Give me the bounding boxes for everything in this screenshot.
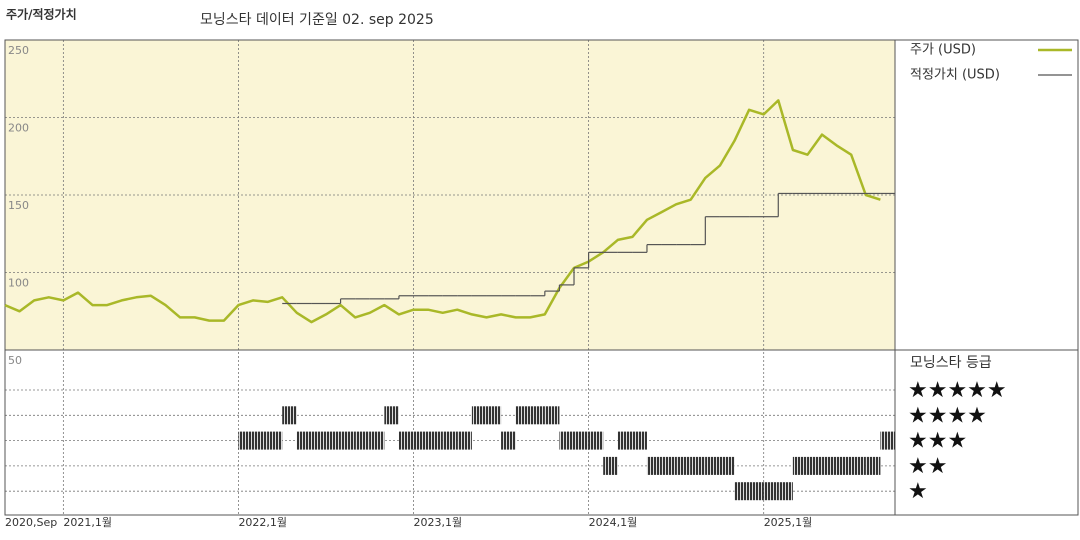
rating-bar	[632, 431, 647, 450]
rating-bar	[442, 431, 458, 450]
rating-bar	[851, 456, 866, 475]
rating-bar	[311, 431, 326, 450]
x-tick-label: 2024,1월	[589, 516, 638, 529]
rating-bar	[880, 431, 895, 450]
rating-bar	[778, 482, 793, 501]
rating-bar	[807, 456, 823, 475]
header: 주가/적정가치	[6, 7, 77, 22]
rating-bar	[413, 431, 429, 450]
x-tick-label: 2022,1월	[238, 516, 287, 529]
chart-title: 모닝스타 데이터 기준일 02. sep 2025	[200, 12, 434, 28]
rating-bar	[325, 431, 341, 450]
rating-bar	[617, 431, 633, 450]
rating-bar	[398, 431, 414, 450]
rating-bar	[428, 431, 443, 450]
rating-bar	[486, 406, 502, 425]
rating-bar	[559, 431, 575, 450]
rating-bar	[544, 406, 560, 425]
rating-label: ★	[908, 479, 928, 504]
rating-bar	[340, 431, 356, 450]
rating-bar	[457, 431, 472, 450]
rating-bar	[676, 456, 691, 475]
legend-label: 주가 (USD)	[910, 43, 976, 58]
rating-label: ★★	[908, 454, 947, 479]
rating-bar	[734, 482, 750, 501]
rating-bar	[836, 456, 852, 475]
price-line	[4, 99, 881, 324]
rating-bar	[646, 456, 662, 475]
frame	[4, 39, 1079, 516]
rating-bar	[822, 456, 837, 475]
rating-bar	[471, 406, 487, 425]
legend-label: 적정가치 (USD)	[910, 68, 1000, 83]
y-tick-label: 100	[8, 277, 29, 290]
rating-bar	[355, 431, 370, 450]
rating-bar	[690, 456, 706, 475]
rating-bar	[369, 431, 385, 450]
y-tick-label: 200	[8, 122, 29, 135]
rating-bar	[719, 456, 735, 475]
x-tick-label: 2025,1월	[764, 516, 813, 529]
rating-bar	[574, 431, 589, 450]
rating-bar	[661, 456, 677, 475]
rating-bar	[501, 431, 516, 450]
y-tick-label: 250	[8, 44, 29, 57]
rating-bar	[384, 406, 399, 425]
y-tick-label: 150	[8, 199, 29, 212]
rating-bar	[588, 431, 604, 450]
rating-label: ★★★★	[908, 403, 987, 428]
rating-bar	[282, 406, 297, 425]
rating-bar	[238, 431, 254, 450]
rating-bar	[267, 431, 283, 450]
rating-label: ★★★★★	[908, 378, 1007, 403]
x-tick-label: 2023,1월	[414, 516, 463, 529]
rating-title: 모닝스타 등급	[910, 355, 992, 371]
rating-bar	[865, 456, 881, 475]
rating-bar	[792, 456, 808, 475]
rating-bar	[749, 482, 764, 501]
y-tick-label: 50	[8, 354, 22, 367]
rating-bar	[603, 456, 618, 475]
rating-bar	[530, 406, 545, 425]
rating-label: ★★★	[908, 429, 967, 454]
rating-bar	[515, 406, 531, 425]
rating-bar	[253, 431, 268, 450]
rating-bar	[296, 431, 312, 450]
rating-bar	[705, 456, 720, 475]
rating-bar	[763, 482, 779, 501]
x-tick-label: 2021,1월	[63, 516, 112, 529]
x-tick-label: 2020,Sep	[5, 516, 57, 529]
